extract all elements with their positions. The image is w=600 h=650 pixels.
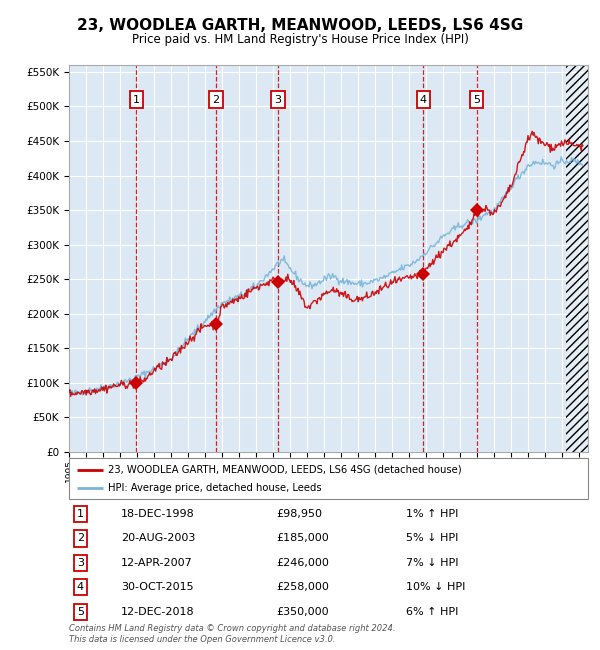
Text: 4: 4 [77, 582, 84, 592]
Text: 1: 1 [77, 509, 84, 519]
Text: 20-AUG-2003: 20-AUG-2003 [121, 534, 195, 543]
Text: 6% ↑ HPI: 6% ↑ HPI [406, 607, 459, 617]
Text: 5: 5 [77, 607, 84, 617]
Text: 18-DEC-1998: 18-DEC-1998 [121, 509, 194, 519]
Text: Price paid vs. HM Land Registry's House Price Index (HPI): Price paid vs. HM Land Registry's House … [131, 32, 469, 46]
Text: 1% ↑ HPI: 1% ↑ HPI [406, 509, 459, 519]
Text: Contains HM Land Registry data © Crown copyright and database right 2024.: Contains HM Land Registry data © Crown c… [69, 624, 395, 633]
Text: 23, WOODLEA GARTH, MEANWOOD, LEEDS, LS6 4SG (detached house): 23, WOODLEA GARTH, MEANWOOD, LEEDS, LS6 … [108, 465, 461, 474]
Text: £350,000: £350,000 [277, 607, 329, 617]
Text: £246,000: £246,000 [277, 558, 329, 568]
Text: 3: 3 [274, 94, 281, 105]
Text: 12-APR-2007: 12-APR-2007 [121, 558, 193, 568]
FancyBboxPatch shape [69, 458, 588, 499]
Bar [566, 65, 600, 452]
Text: HPI: Average price, detached house, Leeds: HPI: Average price, detached house, Leed… [108, 484, 322, 493]
Text: 2: 2 [212, 94, 220, 105]
Text: 12-DEC-2018: 12-DEC-2018 [121, 607, 194, 617]
Text: 30-OCT-2015: 30-OCT-2015 [121, 582, 194, 592]
Text: 2: 2 [77, 534, 84, 543]
Text: 5% ↓ HPI: 5% ↓ HPI [406, 534, 459, 543]
Text: 7% ↓ HPI: 7% ↓ HPI [406, 558, 459, 568]
Text: 5: 5 [473, 94, 480, 105]
Text: 3: 3 [77, 558, 84, 568]
Text: 1: 1 [133, 94, 140, 105]
Text: 4: 4 [420, 94, 427, 105]
Text: This data is licensed under the Open Government Licence v3.0.: This data is licensed under the Open Gov… [69, 634, 335, 644]
Text: £258,000: £258,000 [277, 582, 329, 592]
Text: 23, WOODLEA GARTH, MEANWOOD, LEEDS, LS6 4SG: 23, WOODLEA GARTH, MEANWOOD, LEEDS, LS6 … [77, 18, 523, 33]
Text: £185,000: £185,000 [277, 534, 329, 543]
Text: 10% ↓ HPI: 10% ↓ HPI [406, 582, 466, 592]
Text: £98,950: £98,950 [277, 509, 323, 519]
